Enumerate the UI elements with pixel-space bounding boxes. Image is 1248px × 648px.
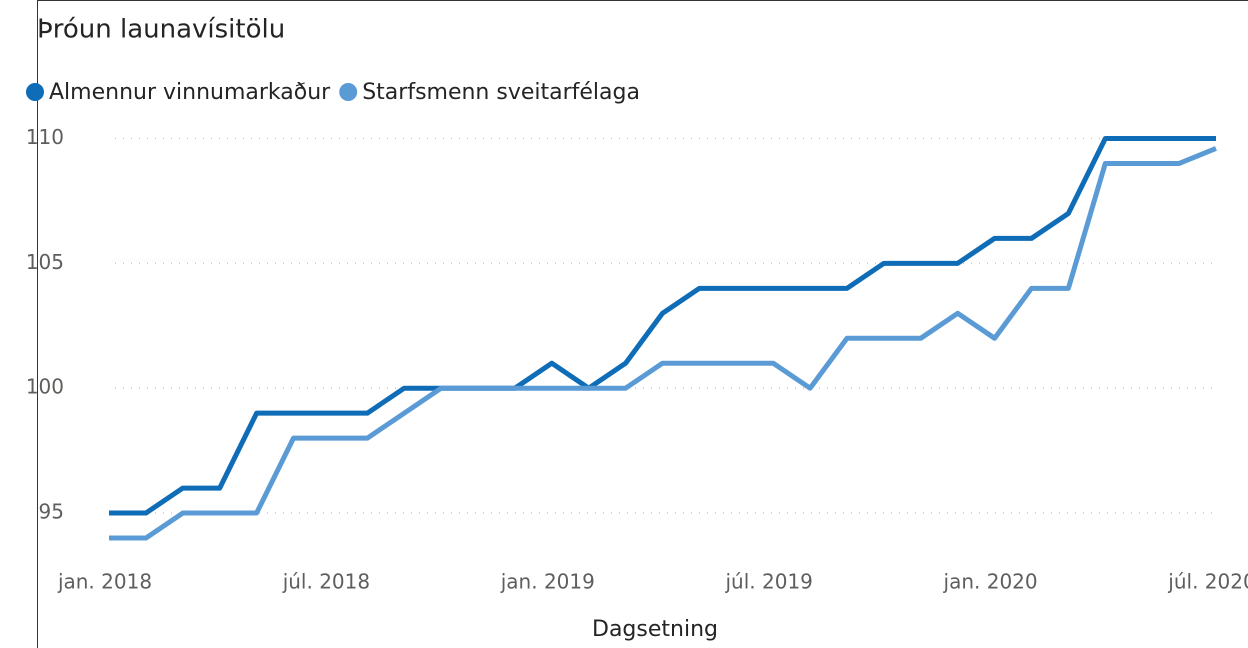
line: [109, 135, 1216, 516]
legend-label: Starfsmenn sveitarfélaga: [362, 80, 640, 105]
y-tick-label: 110: [26, 125, 64, 149]
legend-marker: [339, 83, 358, 101]
chart-title: Þróun launavísitölu: [37, 15, 285, 45]
x-tick-label: jan. 2018: [57, 570, 152, 594]
x-tick-label: jan. 2019: [500, 570, 595, 594]
x-axis-title: Dagsetning: [592, 617, 718, 642]
x-tick-label: júl. 2019: [724, 570, 812, 594]
x-tick-label: jan. 2020: [943, 570, 1038, 594]
y-tick-label: 95: [39, 500, 64, 524]
legend-marker: [26, 83, 44, 101]
x-tick-label: júl. 2018: [282, 570, 370, 594]
line: [109, 146, 1217, 541]
legend-label: Almennur vinnumarkaður: [49, 80, 331, 105]
frame: [37, 0, 1248, 648]
x-tick-label: júl. 2020: [1167, 570, 1248, 594]
y-tick-label: 100: [26, 375, 64, 399]
y-tick-label: 105: [26, 250, 64, 274]
